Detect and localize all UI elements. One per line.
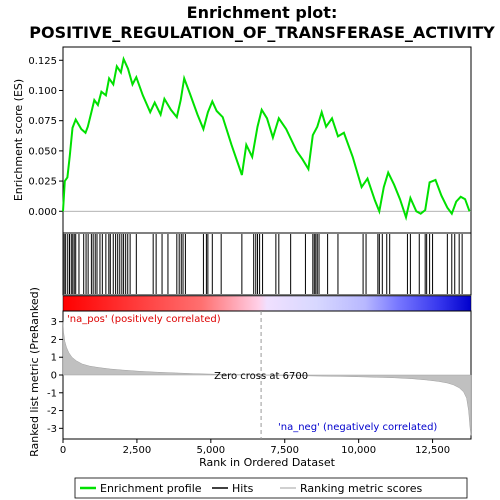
legend-box bbox=[74, 477, 468, 499]
enrichment-profile-line bbox=[62, 55, 471, 222]
metric-y-tick-label: -1 bbox=[47, 388, 57, 399]
x-tick-label: 5,000 bbox=[197, 445, 226, 456]
colorbar bbox=[62, 295, 472, 312]
x-tick-label: 0 bbox=[60, 445, 66, 456]
metric-y-tick-label: -3 bbox=[47, 424, 57, 435]
x-tick-label: 7,500 bbox=[270, 445, 299, 456]
legend: Enrichment profile Hits Ranking metric s… bbox=[74, 477, 468, 499]
y-axis-label-bottom: Ranked list metric (PreRanked) bbox=[28, 287, 41, 457]
neg-corr-label: 'na_neg' (negatively correlated) bbox=[278, 422, 437, 433]
es-y-tick-label: 0.025 bbox=[28, 177, 57, 188]
x-tick-label: 12,500 bbox=[415, 445, 450, 456]
pos-corr-label: 'na_pos' (positively correlated) bbox=[67, 314, 221, 325]
y-axis-label-top: Enrichment score (ES) bbox=[12, 79, 25, 201]
chart-title-line2: POSITIVE_REGULATION_OF_TRANSFERASE_ACTIV… bbox=[29, 23, 495, 42]
es-y-tick-label: 0.100 bbox=[28, 86, 57, 97]
legend-metric-label: Ranking metric scores bbox=[300, 482, 422, 495]
metric-y-tick-label: -2 bbox=[47, 406, 57, 417]
hits-panel bbox=[62, 232, 472, 296]
legend-hits-label: Hits bbox=[232, 482, 254, 495]
zero-cross-label: Zero cross at 6700 bbox=[214, 371, 308, 382]
x-axis-label: Rank in Ordered Dataset bbox=[199, 456, 336, 469]
metric-y-tick-label: 3 bbox=[51, 317, 57, 328]
es-y-tick-label: 0.075 bbox=[28, 116, 57, 127]
es-y-tick-label: 0.000 bbox=[28, 207, 57, 218]
ranked-metric-panel: Zero cross at 6700 'na_pos' (positively … bbox=[47, 310, 472, 456]
x-tick-label: 10,000 bbox=[341, 445, 376, 456]
es-y-tick-label: 0.050 bbox=[28, 146, 57, 157]
legend-profile-label: Enrichment profile bbox=[100, 482, 202, 495]
metric-y-tick-label: 1 bbox=[51, 353, 57, 364]
es-y-tick-label: 0.125 bbox=[28, 56, 57, 67]
chart-title-line1: Enrichment plot: bbox=[187, 3, 338, 22]
enrichment-score-panel: 0.000 0.025 0.050 0.075 0.100 0.125 bbox=[28, 46, 472, 234]
hits-panel-frame bbox=[62, 232, 472, 296]
colorbar-panel bbox=[62, 295, 472, 312]
metric-y-tick-label: 0 bbox=[51, 371, 57, 382]
metric-y-tick-label: 2 bbox=[51, 335, 57, 346]
x-tick-label: 2,500 bbox=[123, 445, 152, 456]
